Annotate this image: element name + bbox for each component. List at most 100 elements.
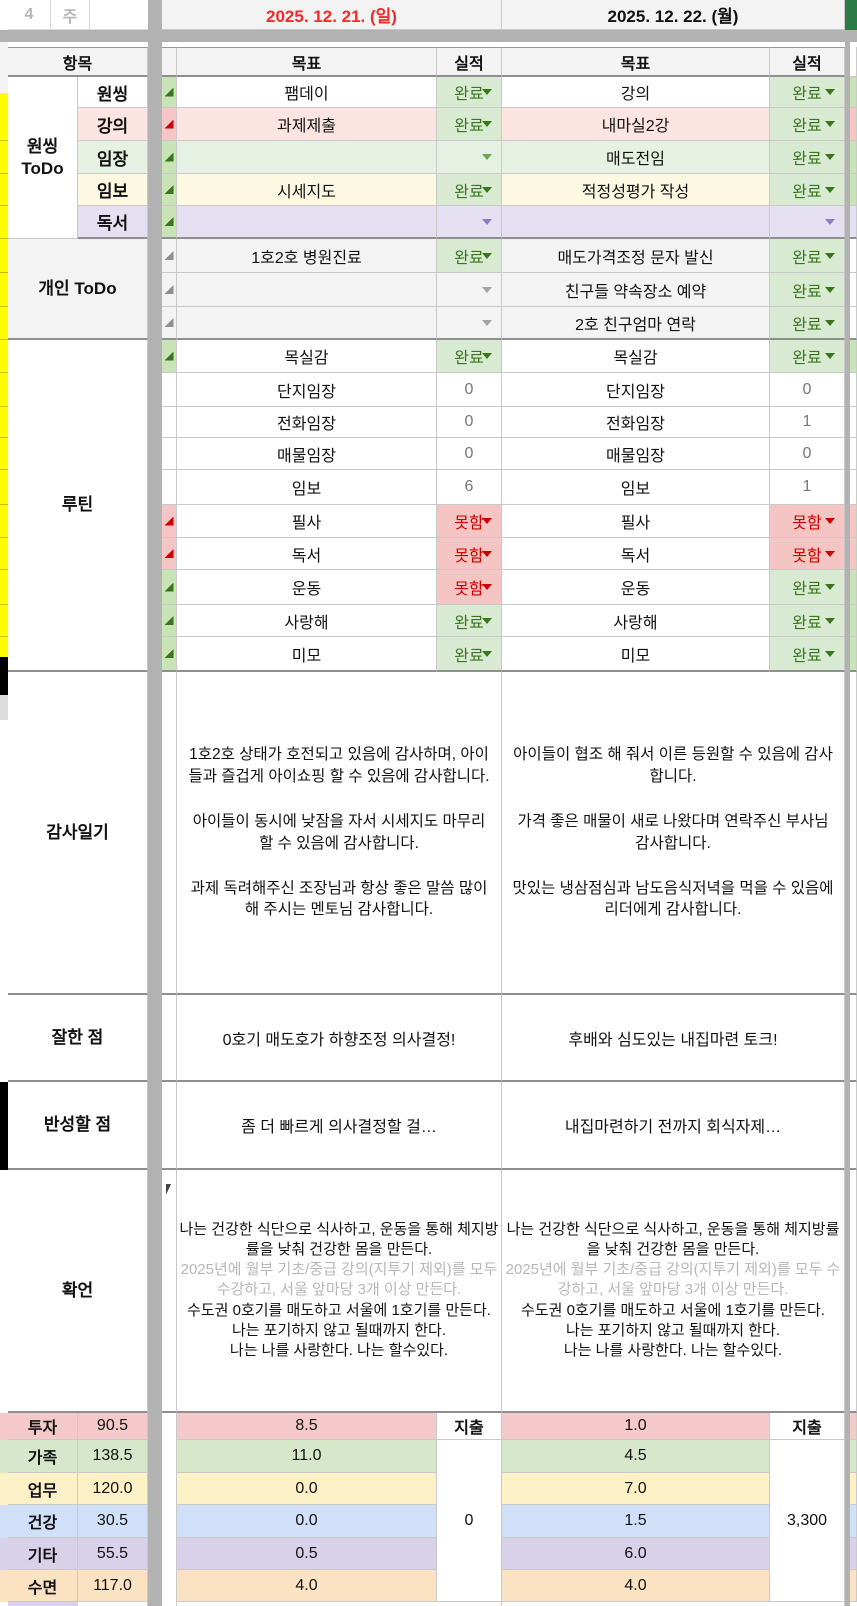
routine-name[interactable]: 목실감 [502, 340, 770, 373]
result-dropdown[interactable]: 완료 [437, 174, 502, 206]
result-dropdown[interactable]: 완료 [437, 108, 502, 141]
category-sun-value[interactable]: 11.0 [177, 1440, 437, 1473]
routine-name[interactable]: 독서 [502, 538, 770, 570]
mini-flag-cell[interactable] [162, 239, 177, 273]
mini-flag-cell[interactable] [162, 273, 177, 307]
goal-cell[interactable]: 내마실2강 [502, 108, 770, 141]
reflect-monday[interactable]: 내집마련하기 전까지 회식자제… [502, 1082, 845, 1170]
routine-name[interactable]: 운동 [502, 570, 770, 605]
gratitude-monday[interactable]: 아이들이 협조 해 줘서 이른 등원할 수 있음에 감사합니다. 가격 좋은 매… [502, 672, 845, 995]
category-mon-value[interactable]: 6.0 [502, 1538, 770, 1570]
mini-flag-cell[interactable] [162, 307, 177, 340]
category-mon-value[interactable]: 4.0 [502, 1570, 770, 1602]
routine-name[interactable]: 임보 [502, 470, 770, 505]
category-sun-value[interactable]: 0.0 [177, 1473, 437, 1505]
result-dropdown[interactable]: 완료 [770, 637, 845, 672]
result-dropdown[interactable]: 못함 [770, 538, 845, 570]
mini-flag-cell[interactable] [162, 174, 177, 206]
welldone-sunday[interactable]: 0호기 매도호가 하향조정 의사결정! [177, 995, 502, 1082]
routine-name[interactable]: 단지임장 [502, 373, 770, 407]
routine-count[interactable]: 6 [437, 470, 502, 505]
goal-cell[interactable]: 시세지도 [177, 174, 437, 206]
result-dropdown[interactable] [437, 273, 502, 307]
goal-cell[interactable] [177, 206, 437, 239]
welldone-monday[interactable]: 후배와 심도있는 내집마련 토크! [502, 995, 845, 1082]
result-dropdown[interactable]: 완료 [770, 77, 845, 108]
result-dropdown[interactable] [437, 307, 502, 340]
routine-count[interactable]: 0 [770, 438, 845, 470]
mini-flag-cell[interactable] [162, 637, 177, 672]
routine-count[interactable]: 0 [437, 407, 502, 438]
result-dropdown[interactable]: 완료 [770, 273, 845, 307]
result-dropdown[interactable]: 완료 [770, 239, 845, 273]
routine-name[interactable]: 전화임장 [177, 407, 437, 438]
result-dropdown[interactable]: 완료 [770, 605, 845, 637]
routine-name[interactable]: 미모 [177, 637, 437, 672]
result-dropdown[interactable]: 완료 [770, 307, 845, 340]
goal-cell[interactable] [177, 273, 437, 307]
result-dropdown[interactable]: 완료 [770, 570, 845, 605]
category-mon-value[interactable]: 1.5 [502, 1505, 770, 1538]
goal-cell[interactable]: 팸데이 [177, 77, 437, 108]
routine-name[interactable]: 독서 [177, 538, 437, 570]
category-sun-value[interactable]: 0.5 [177, 1538, 437, 1570]
result-dropdown[interactable]: 못함 [437, 505, 502, 538]
routine-name[interactable]: 매물임장 [177, 438, 437, 470]
goal-cell[interactable]: 강의 [502, 77, 770, 108]
result-dropdown[interactable] [437, 206, 502, 239]
result-dropdown[interactable]: 완료 [437, 637, 502, 672]
gratitude-sunday[interactable]: 1호2호 상태가 호전되고 있음에 감사하며, 아이들과 즐겁게 아이쇼핑 할 … [177, 672, 502, 995]
routine-name[interactable]: 운동 [177, 570, 437, 605]
routine-count[interactable]: 1 [770, 470, 845, 505]
routine-count[interactable]: 0 [437, 438, 502, 470]
routine-name[interactable]: 사랑해 [177, 605, 437, 637]
frozen-col-divider[interactable] [148, 0, 162, 1606]
right-col-divider[interactable] [845, 30, 850, 1606]
mini-flag-cell[interactable] [162, 570, 177, 605]
goal-cell[interactable] [177, 141, 437, 174]
result-dropdown[interactable]: 완료 [770, 141, 845, 174]
mini-flag-cell[interactable] [162, 77, 177, 108]
routine-name[interactable]: 필사 [177, 505, 437, 538]
result-dropdown[interactable]: 완료 [437, 605, 502, 637]
routine-name[interactable]: 단지임장 [177, 373, 437, 407]
goal-cell[interactable] [502, 206, 770, 239]
routine-name[interactable]: 매물임장 [502, 438, 770, 470]
category-mon-value[interactable]: 7.0 [502, 1473, 770, 1505]
category-sun-value[interactable]: 8.5 [177, 1413, 437, 1440]
reflect-sunday[interactable]: 좀 더 빠르게 의사결정할 걸… [177, 1082, 502, 1170]
routine-count[interactable]: 1 [770, 407, 845, 438]
routine-name[interactable]: 목실감 [177, 340, 437, 373]
mini-flag-cell[interactable] [162, 505, 177, 538]
result-dropdown[interactable] [770, 206, 845, 239]
routine-name[interactable]: 필사 [502, 505, 770, 538]
goal-cell[interactable]: 2호 친구엄마 연락 [502, 307, 770, 340]
routine-count[interactable]: 0 [770, 373, 845, 407]
category-sun-value[interactable]: 4.0 [177, 1570, 437, 1602]
expense-mon-total[interactable]: 3,300 [770, 1440, 845, 1602]
goal-cell[interactable]: 매도전임 [502, 141, 770, 174]
routine-name[interactable]: 미모 [502, 637, 770, 672]
goal-cell[interactable]: 친구들 약속장소 예약 [502, 273, 770, 307]
goal-cell[interactable] [177, 307, 437, 340]
routine-name[interactable]: 사랑해 [502, 605, 770, 637]
goal-cell[interactable]: 과제제출 [177, 108, 437, 141]
category-sun-value[interactable]: 0.0 [177, 1505, 437, 1538]
routine-name[interactable]: 전화임장 [502, 407, 770, 438]
mini-flag-cell[interactable] [162, 340, 177, 373]
goal-cell[interactable]: 1호2호 병원진료 [177, 239, 437, 273]
expense-sun-total[interactable]: 0 [437, 1440, 502, 1602]
routine-name[interactable]: 임보 [177, 470, 437, 505]
mini-flag-cell[interactable] [162, 141, 177, 174]
routine-count[interactable]: 0 [437, 373, 502, 407]
goal-cell[interactable]: 매도가격조정 문자 발신 [502, 239, 770, 273]
category-mon-value[interactable]: 4.5 [502, 1440, 770, 1473]
result-dropdown[interactable]: 완료 [437, 239, 502, 273]
mini-flag-cell[interactable] [162, 605, 177, 637]
result-dropdown[interactable]: 완료 [770, 340, 845, 373]
result-dropdown[interactable]: 완료 [437, 77, 502, 108]
result-dropdown[interactable]: 못함 [770, 505, 845, 538]
result-dropdown[interactable]: 완료 [770, 174, 845, 206]
result-dropdown[interactable]: 완료 [770, 108, 845, 141]
category-mon-value[interactable]: 1.0 [502, 1413, 770, 1440]
